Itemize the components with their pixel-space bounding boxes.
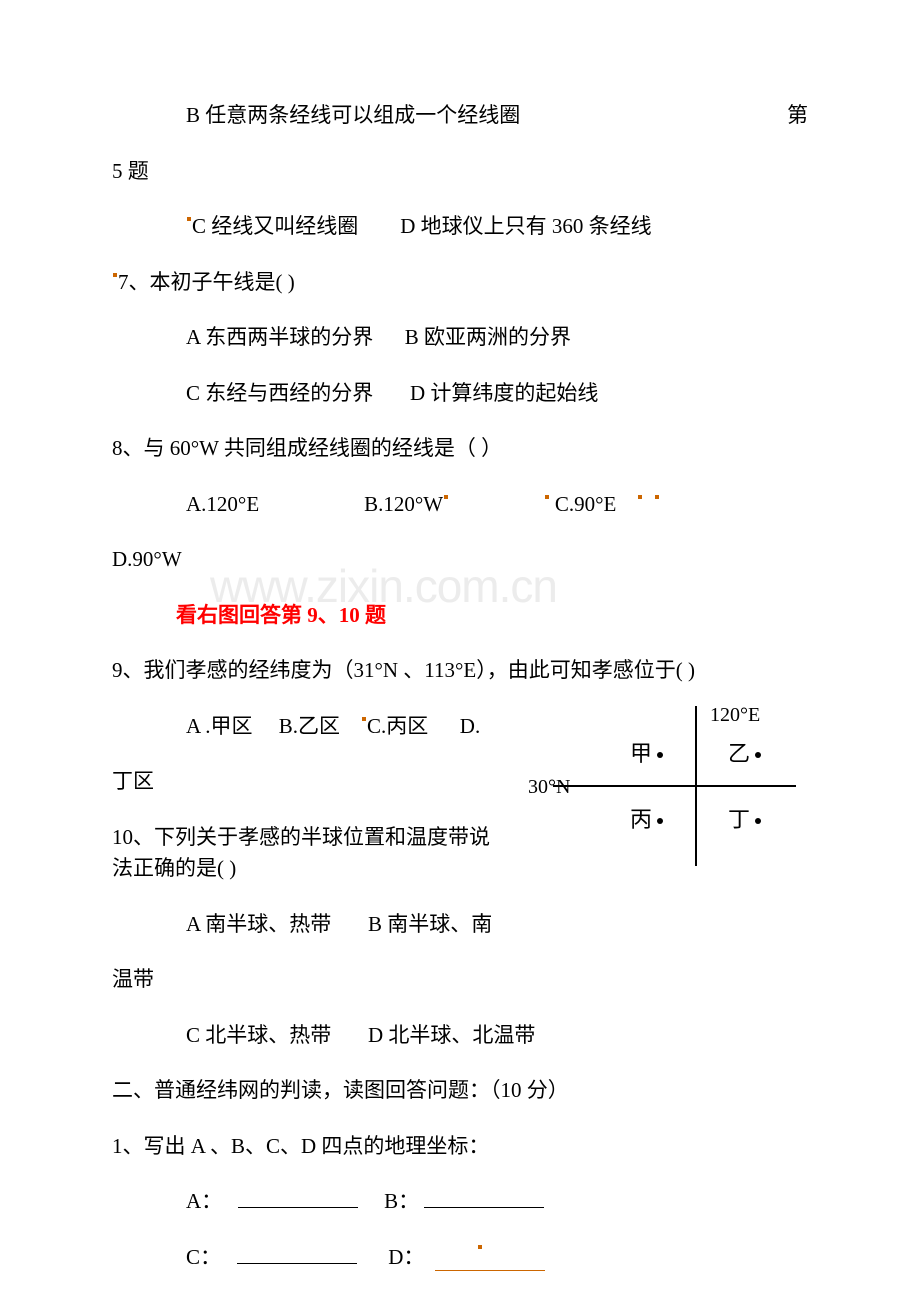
- q9-option-a: A .甲区: [186, 714, 253, 738]
- q7-ab-line: A 东西两半球的分界 B 欧亚两洲的分界: [112, 322, 808, 354]
- q7-option-d: D 计算纬度的起始线: [410, 381, 598, 405]
- q10-option-b-prefix: B 南半球、南: [368, 912, 492, 936]
- q9-option-d-prefix: D.: [460, 714, 480, 738]
- q6-option-d: D 地球仪上只有 360 条经线: [400, 214, 651, 238]
- orange-dot-icon: [478, 1245, 482, 1249]
- q7-cd-line: C 东经与西经的分界 D 计算纬度的起始线: [112, 378, 808, 410]
- orange-dot-icon: [113, 273, 117, 277]
- q10-option-d: D 北半球、北温带: [368, 1023, 535, 1047]
- q6-ref-line2: 5 题: [112, 156, 808, 188]
- svg-text:丙: 丙: [630, 807, 652, 832]
- label-b: B：: [384, 1189, 419, 1213]
- q9-option-b: B.乙区: [279, 714, 340, 738]
- q10-stem: 10、下列关于孝感的半球位置和温度带说法正确的是( ): [112, 822, 502, 885]
- q7-option-b: B 欧亚两洲的分界: [405, 325, 571, 349]
- orange-dot-icon: [638, 495, 642, 499]
- orange-dot-icon: [545, 495, 549, 499]
- blank-c: [237, 1263, 357, 1264]
- q6-option-b: B 任意两条经线可以组成一个经线圈: [186, 103, 520, 127]
- q10-option-b-tail: 温带: [112, 964, 808, 996]
- q10-option-c: C 北半球、热带: [186, 1023, 331, 1047]
- svg-text:乙: 乙: [728, 741, 750, 766]
- q8-stem: 8、与 60°W 共同组成经线圈的经线是（ ）: [112, 433, 808, 465]
- svg-text:30°N: 30°N: [528, 776, 570, 798]
- orange-dot-icon: [444, 495, 448, 499]
- q6-ref-right: 第: [787, 100, 808, 132]
- q6-option-c: C 经线又叫经线圈: [192, 214, 358, 238]
- q7-stem-line: 7、本初子午线是( ): [112, 267, 808, 299]
- q8-option-a: A.120°E: [186, 492, 259, 516]
- q9-stem: 9、我们孝感的经纬度为（31°N 、113°E），由此可知孝感位于( ): [112, 655, 808, 687]
- part2-cd-line: C： D：: [112, 1242, 808, 1275]
- q6-option-b-line: B 任意两条经线可以组成一个经线圈 第: [112, 100, 808, 132]
- label-a: A：: [186, 1189, 222, 1213]
- svg-text:120°E: 120°E: [710, 704, 760, 726]
- blank-d: [435, 1239, 545, 1272]
- q7-stem: 7、本初子午线是( ): [118, 270, 295, 294]
- q8-option-c: C.90°E: [555, 492, 616, 516]
- q7-option-a: A 东西两半球的分界: [186, 325, 373, 349]
- q10-ab-line: A 南半球、热带 B 南半球、南: [112, 909, 502, 941]
- section-header: 看右图回答第 9、10 题: [112, 600, 808, 632]
- q10-cd-line: C 北半球、热带 D 北半球、北温带: [112, 1020, 808, 1052]
- blank-a: [238, 1207, 358, 1208]
- orange-dot-icon: [362, 717, 366, 721]
- quadrant-diagram: 120°E 30°N 甲 乙 丙 丁: [528, 701, 803, 871]
- diagram-container: 120°E 30°N 甲 乙 丙 丁 A .甲区 B.乙区 C.丙区 D. 丁区…: [112, 711, 808, 885]
- q9-option-c: C.丙区: [367, 714, 428, 738]
- part2-heading: 二、普通经纬网的判读，读图回答问题：（10 分）: [112, 1075, 808, 1107]
- label-d: D：: [388, 1245, 424, 1269]
- q8-option-d: D.90°W: [112, 544, 808, 576]
- q6-cd-line: C 经线又叫经线圈 D 地球仪上只有 360 条经线: [112, 211, 808, 243]
- label-c: C：: [186, 1245, 221, 1269]
- orange-dot-icon: [655, 495, 659, 499]
- part2-ab-line: A： B：: [112, 1186, 808, 1218]
- blank-b: [424, 1207, 544, 1208]
- orange-dot-icon: [187, 217, 191, 221]
- document-content: B 任意两条经线可以组成一个经线圈 第 5 题 C 经线又叫经线圈 D 地球仪上…: [112, 100, 808, 1274]
- svg-text:丁: 丁: [728, 807, 750, 832]
- q8-option-b: B.120°W: [364, 492, 443, 516]
- q10-option-a: A 南半球、热带: [186, 912, 331, 936]
- part2-q1: 1、写出 A 、B、C、D 四点的地理坐标：: [112, 1131, 808, 1163]
- q8-abc-line: A.120°E B.120°W C.90°E: [112, 489, 808, 521]
- q7-option-c: C 东经与西经的分界: [186, 381, 373, 405]
- svg-text:甲: 甲: [630, 741, 652, 766]
